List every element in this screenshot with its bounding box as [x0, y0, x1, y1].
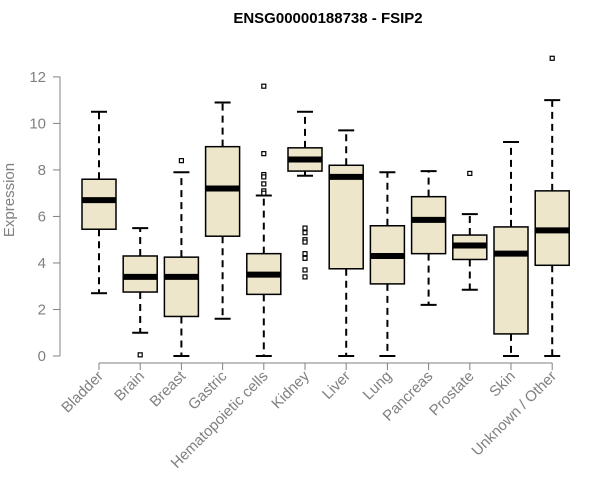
outlier-point [302, 267, 308, 273]
chart-title: ENSG00000188738 - FSIP2 [233, 10, 422, 27]
outlier-point [261, 181, 267, 187]
outlier-point [178, 158, 184, 164]
outlier-point [261, 190, 267, 196]
y-tick-label: 12 [29, 69, 46, 86]
box-iqr [410, 195, 447, 255]
y-tick-label: 10 [29, 115, 46, 132]
outlier-point [302, 239, 308, 245]
box-kidney [287, 110, 323, 280]
y-tick-label: 0 [38, 348, 46, 365]
outlier-point [549, 55, 555, 61]
box-prostate [452, 170, 488, 291]
outlier-point [302, 274, 308, 280]
boxes [81, 55, 570, 358]
outlier-point [467, 170, 473, 177]
x-tick-label: Breast [147, 367, 190, 410]
box-iqr [328, 164, 364, 270]
y-axis: 0 2 4 6 8 10 12 [29, 69, 61, 365]
y-tick-label: 8 [38, 162, 46, 179]
y-tick-label: 2 [38, 301, 46, 318]
box-iqr [81, 178, 117, 230]
box-iqr [493, 226, 529, 335]
box-liver [328, 129, 364, 357]
outlier-point [302, 225, 308, 231]
outlier-point [302, 251, 308, 257]
box-pancreas [410, 170, 447, 306]
outlier-point [261, 83, 267, 89]
outlier-point [302, 255, 308, 261]
box-brain [122, 227, 158, 358]
y-tick-label: 6 [38, 208, 46, 225]
box-skin [493, 141, 529, 357]
x-tick-label: Bladder [58, 368, 107, 417]
x-tick-label: Brain [111, 368, 148, 405]
x-tick-label: Lung [360, 368, 396, 404]
y-axis-title: Expression [1, 163, 18, 237]
x-tick-label: Skin [486, 368, 519, 401]
y-tick-label: 4 [38, 255, 46, 272]
outlier-point [261, 151, 267, 157]
outlier-point [302, 230, 308, 236]
x-tick-label: Prostate [426, 368, 478, 420]
x-tick-label: Liver [319, 368, 354, 403]
box-breast [163, 158, 200, 357]
box-gastric [204, 101, 241, 320]
box-unknown-other [534, 55, 570, 357]
outlier-point [137, 352, 143, 358]
box-iqr [163, 256, 200, 318]
box-hematopoietic-cells [246, 83, 282, 357]
box-lung [369, 171, 406, 357]
x-tick-label: Kidney [268, 367, 313, 412]
outlier-point [261, 174, 267, 180]
box-bladder [81, 110, 117, 295]
